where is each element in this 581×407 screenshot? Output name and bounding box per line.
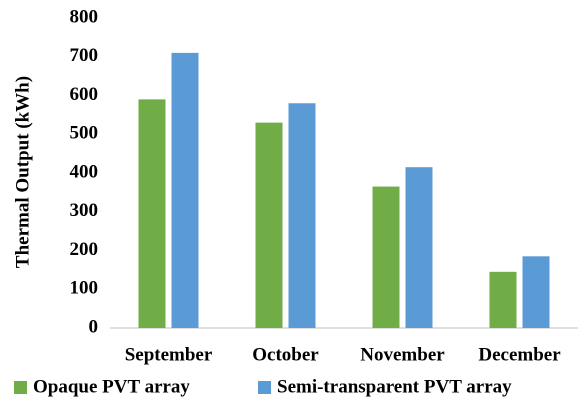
y-tick-label: 400 — [70, 161, 99, 182]
bar — [171, 52, 199, 328]
y-tick-label: 600 — [70, 84, 99, 105]
bar — [522, 256, 550, 328]
y-tick-label: 700 — [70, 45, 99, 66]
x-tick-label: November — [360, 344, 445, 365]
bar — [489, 271, 517, 328]
bar — [405, 167, 433, 328]
y-tick-label: 200 — [70, 239, 99, 260]
bar — [372, 186, 400, 328]
legend-label: Semi-transparent PVT array — [277, 376, 512, 397]
legend-swatch — [258, 381, 271, 394]
x-tick-label: December — [478, 344, 561, 365]
bar — [255, 122, 283, 328]
legend-label: Opaque PVT array — [33, 376, 190, 397]
y-tick-label: 300 — [70, 200, 99, 221]
bar — [138, 99, 166, 328]
y-tick-label: 500 — [70, 123, 99, 144]
y-tick-label: 0 — [89, 316, 99, 337]
y-tick-label: 800 — [70, 6, 99, 27]
y-axis-label: Thermal Output (kWh) — [12, 76, 33, 268]
y-tick-label: 100 — [70, 278, 99, 299]
legend-swatch — [14, 381, 27, 394]
bar — [288, 103, 316, 328]
x-tick-label: October — [252, 344, 319, 365]
x-tick-label: September — [125, 344, 213, 365]
